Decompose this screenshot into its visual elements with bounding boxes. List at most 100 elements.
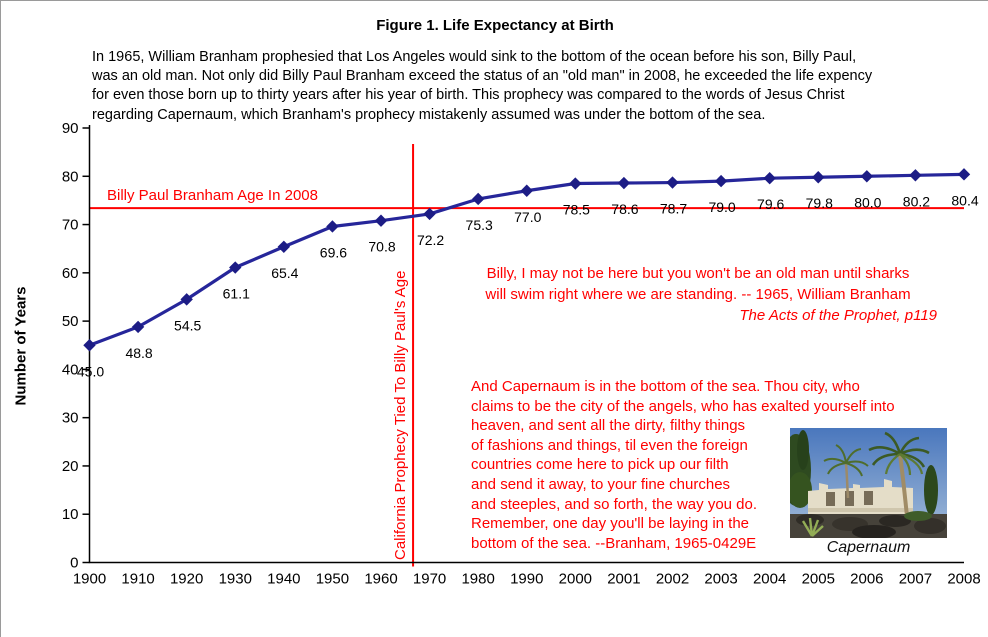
acts-of-the-prophet-attribution: The Acts of the Prophet, p119 bbox=[739, 307, 937, 324]
data-point-marker bbox=[131, 320, 145, 334]
x-tick-label: 2006 bbox=[850, 571, 883, 588]
y-tick-label: 90 bbox=[62, 120, 79, 137]
quote-line: heaven, and sent all the dirty, filthy t… bbox=[471, 417, 746, 435]
quote-line: bottom of the sea. --Branham, 1965-0429E bbox=[471, 534, 757, 552]
data-point-marker bbox=[666, 176, 679, 189]
data-point-label: 79.0 bbox=[708, 199, 735, 215]
x-tick-label: 1930 bbox=[219, 571, 252, 588]
quote-line: And Capernaum is in the bottom of the se… bbox=[471, 378, 860, 395]
data-point-marker bbox=[520, 184, 533, 197]
x-tick-label: 1920 bbox=[170, 571, 203, 588]
data-point-label: 54.5 bbox=[174, 317, 201, 333]
quote-line: and send it away, to your fine churches bbox=[471, 475, 731, 493]
y-tick-label: 80 bbox=[62, 168, 79, 185]
x-tick-label: 2005 bbox=[802, 571, 835, 588]
data-point-marker bbox=[569, 177, 582, 190]
quote-line: of fashions and things, til even the for… bbox=[471, 436, 748, 454]
quote-line: will swim right where we are standing. -… bbox=[485, 285, 911, 303]
x-tick-label: 1970 bbox=[413, 571, 446, 588]
data-point-label: 78.6 bbox=[611, 201, 638, 217]
data-point-marker bbox=[326, 220, 339, 233]
photo-right-palm bbox=[868, 431, 930, 517]
data-point-marker bbox=[909, 169, 922, 182]
horizontal-refline-label: Billy Paul Branham Age In 2008 bbox=[107, 187, 318, 204]
data-point-marker bbox=[229, 261, 242, 274]
y-tick-label: 10 bbox=[62, 506, 79, 523]
data-point-marker bbox=[83, 339, 96, 352]
y-tick-label: 60 bbox=[62, 265, 79, 282]
quote-line: claims to be the city of the angels, who… bbox=[471, 397, 895, 415]
photo-ruins bbox=[808, 479, 913, 516]
data-point-label: 65.4 bbox=[271, 265, 298, 281]
x-tick-label: 2001 bbox=[607, 571, 640, 588]
photo-cypress bbox=[924, 465, 938, 515]
x-tick-label: 1960 bbox=[364, 571, 397, 588]
quote-line: and steeples, and so forth, the way you … bbox=[471, 495, 758, 513]
x-tick-label: 1980 bbox=[461, 571, 494, 588]
data-point-marker bbox=[180, 293, 193, 306]
data-point-marker bbox=[957, 168, 971, 181]
data-point-marker bbox=[617, 176, 631, 190]
data-point-marker bbox=[860, 170, 874, 183]
capernaum-photo bbox=[781, 428, 947, 539]
data-point-label: 80.4 bbox=[951, 192, 978, 208]
x-tick-label: 2007 bbox=[899, 571, 932, 588]
data-point-label: 72.2 bbox=[417, 232, 444, 248]
data-point-label: 48.8 bbox=[125, 345, 152, 361]
x-tick-label: 2000 bbox=[559, 571, 592, 588]
x-tick-label: 2002 bbox=[656, 571, 689, 588]
intro-line: In 1965, William Branham prophesied that… bbox=[92, 49, 857, 65]
vertical-refline-label: California Prophecy Tied To Billy Paul's… bbox=[392, 270, 409, 560]
branham-sharks-quote: Billy, I may not be here but you won't b… bbox=[453, 264, 943, 305]
y-tick-label: 50 bbox=[62, 313, 79, 330]
intro-line: regarding Capernaum, which Branham's pro… bbox=[92, 106, 766, 123]
photo-agave bbox=[801, 517, 824, 537]
y-tick-label: 0 bbox=[70, 555, 78, 572]
quote-line: Billy, I may not be here but you won't b… bbox=[486, 265, 910, 282]
data-point-marker bbox=[714, 174, 728, 188]
x-tick-label: 2004 bbox=[753, 571, 786, 588]
capernaum-quote: And Capernaum is in the bottom of the se… bbox=[471, 377, 895, 553]
data-point-label: 79.6 bbox=[757, 196, 784, 212]
quote-line: countries come here to pick up our filth bbox=[471, 456, 729, 474]
intro-paragraph: In 1965, William Branham prophesied that… bbox=[92, 48, 872, 125]
data-point-marker bbox=[423, 207, 436, 221]
data-point-label: 79.8 bbox=[806, 195, 833, 211]
x-tick-label: 1910 bbox=[121, 571, 154, 588]
data-point-label: 80.2 bbox=[903, 193, 930, 209]
y-tick-label: 40 bbox=[62, 361, 79, 378]
y-tick-label: 30 bbox=[62, 410, 79, 427]
y-tick-label: 20 bbox=[62, 458, 79, 475]
data-point-marker bbox=[763, 172, 776, 185]
quote-line: Remember, one day you'll be laying in th… bbox=[471, 515, 750, 533]
photo-middle-palm bbox=[823, 444, 869, 499]
x-tick-label: 1990 bbox=[510, 571, 543, 588]
capernaum-photo-caption: Capernaum bbox=[826, 539, 911, 556]
x-tick-label: 1940 bbox=[267, 571, 300, 588]
photo-rubble bbox=[790, 511, 947, 539]
x-tick-label: 2003 bbox=[704, 571, 737, 588]
figure-title: Figure 1. Life Expectancy at Birth bbox=[376, 17, 614, 34]
capernaum-photo-art bbox=[781, 428, 947, 539]
data-point-label: 77.0 bbox=[514, 209, 541, 225]
data-point-label: 78.5 bbox=[563, 202, 590, 218]
data-point-marker bbox=[812, 171, 825, 184]
data-point-label: 78.7 bbox=[660, 201, 687, 217]
intro-line: for even those born up to thirty years a… bbox=[92, 87, 845, 104]
x-tick-label: 1950 bbox=[316, 571, 349, 588]
y-tick-label: 70 bbox=[62, 217, 79, 234]
data-point-label: 61.1 bbox=[223, 286, 250, 302]
data-point-marker bbox=[277, 240, 291, 253]
intro-line: was an old man. Not only did Billy Paul … bbox=[92, 68, 873, 85]
data-point-label: 69.6 bbox=[320, 244, 347, 260]
data-point-marker bbox=[471, 192, 485, 206]
data-point-label: 45.0 bbox=[77, 363, 104, 379]
data-point-label: 80.0 bbox=[854, 194, 881, 210]
data-point-label: 75.3 bbox=[466, 217, 493, 233]
x-tick-label: 2008 bbox=[947, 571, 980, 588]
data-point-label: 70.8 bbox=[368, 239, 395, 255]
x-tick-label: 1900 bbox=[73, 571, 106, 588]
data-point-marker bbox=[374, 214, 388, 227]
